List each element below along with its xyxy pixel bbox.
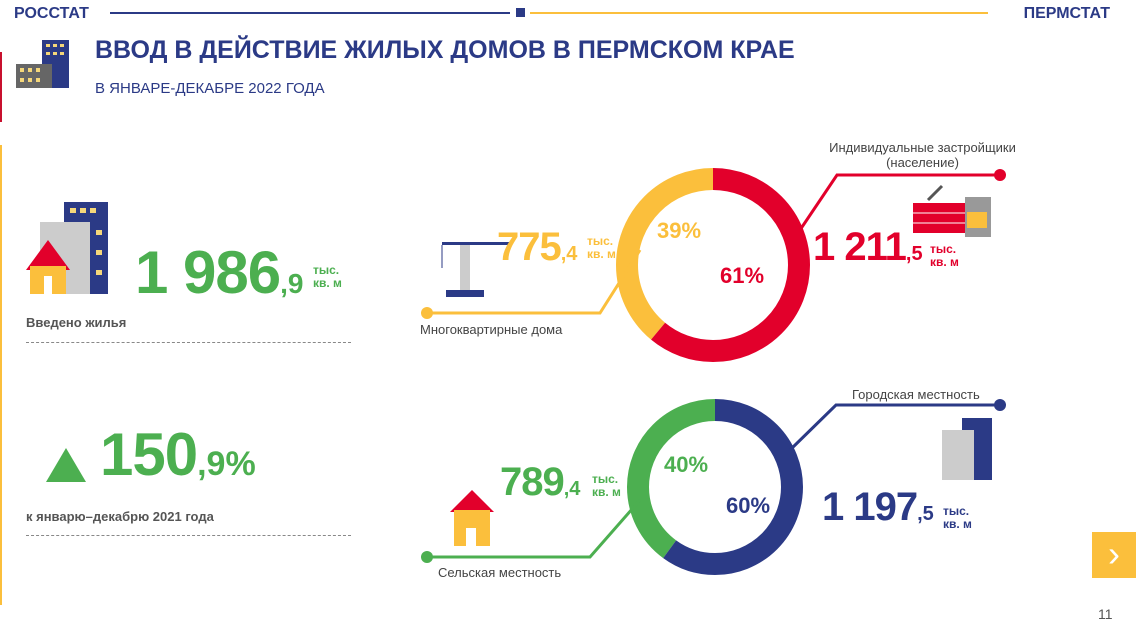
houses-icon (26, 202, 108, 294)
pct-label-urban: 60% (726, 493, 771, 518)
city-building-icon (942, 418, 992, 480)
rural-unit: тыс. кв. м (592, 472, 621, 499)
apartments-label: Многоквартирные дома (420, 322, 563, 337)
urban-label: Городская местность (852, 387, 980, 402)
divider (26, 342, 351, 343)
pct-label-individual: 61% (720, 263, 765, 288)
rosstat-logo-text: РОССТАТ (14, 5, 89, 22)
village-house-icon (450, 490, 494, 546)
divider (26, 535, 351, 536)
pct-label-rural: 40% (664, 452, 709, 477)
up-triangle-icon (46, 448, 86, 482)
legend-dot-rural (421, 551, 433, 563)
legend-dot-urban (994, 399, 1006, 411)
header-square (516, 8, 525, 17)
rural-label: Сельская местность (438, 565, 562, 580)
yellow-accent-bar (0, 145, 2, 605)
total-value: 1 986,9 (135, 239, 304, 306)
header-line-blue (110, 12, 510, 14)
pct-label-apartments: 39% (657, 218, 702, 243)
total-unit: тыс. кв. м (313, 263, 342, 290)
legend-dot-apartments (421, 307, 433, 319)
crane-icon (441, 242, 510, 297)
individual-label: Индивидуальные застройщики (население) (829, 140, 1016, 170)
apartments-value: 775,4 (497, 225, 578, 269)
individual-value: 1 211,5 (813, 225, 923, 269)
bricks-bucket-icon (913, 184, 991, 237)
permstat-logo-text: ПЕРМСТАТ (1023, 5, 1110, 22)
apartments-unit: тыс. кв. м (587, 234, 616, 261)
header-line-yellow (530, 12, 988, 14)
red-accent-bar (0, 52, 2, 122)
donut-slice (616, 168, 810, 362)
rural-value: 789,4 (500, 460, 581, 504)
buildings-icon (16, 40, 69, 88)
legend-dot-individual (994, 169, 1006, 181)
individual-unit: тыс. кв. м (930, 242, 959, 269)
growth-label: к январю–декабрю 2021 года (26, 509, 214, 524)
page-number: 11 (1098, 606, 1113, 622)
urban-value: 1 197,5 (822, 485, 934, 529)
page-title: ВВОД В ДЕЙСТВИЕ ЖИЛЫХ ДОМОВ В ПЕРМСКОМ К… (95, 36, 795, 64)
total-label: Введено жилья (26, 315, 127, 330)
page-subtitle: В ЯНВАРЕ-ДЕКАБРЕ 2022 ГОДА (95, 80, 325, 97)
donut-slice (627, 399, 803, 575)
urban-unit: тыс. кв. м (943, 504, 972, 531)
next-slide-button[interactable]: › (1092, 532, 1136, 578)
growth-value: 150,9% (100, 421, 256, 488)
